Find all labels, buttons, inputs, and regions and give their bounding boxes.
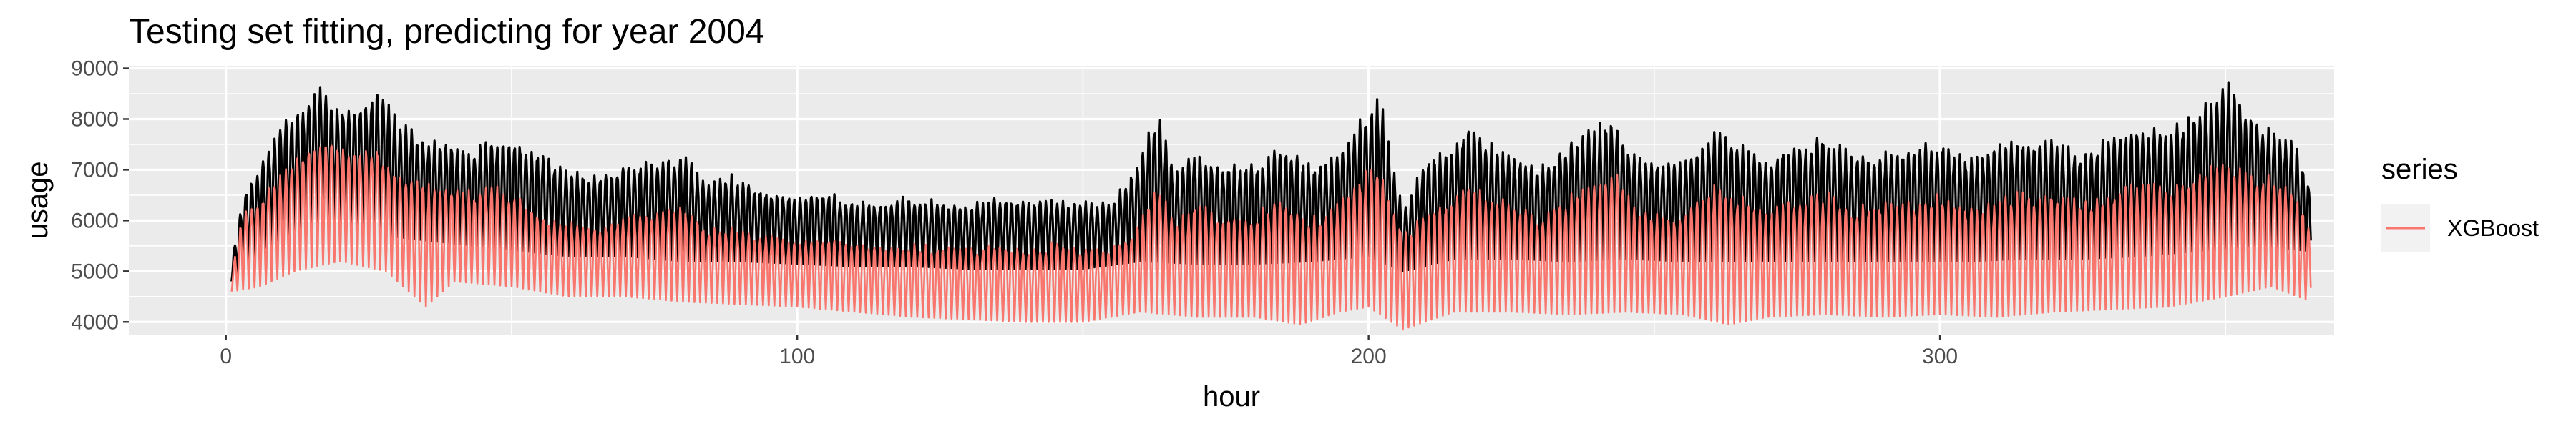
x-tick-label: 100 bbox=[779, 345, 815, 368]
x-tick-label: 300 bbox=[1922, 345, 1958, 368]
y-tick-label: 7000 bbox=[71, 158, 119, 182]
legend: series XGBoost bbox=[2381, 154, 2539, 252]
y-axis: 4000 5000 6000 7000 8000 9000 bbox=[71, 57, 129, 334]
y-tick-label: 5000 bbox=[71, 260, 119, 283]
y-axis-title: usage bbox=[22, 162, 54, 240]
x-axis: 0 100 200 300 bbox=[220, 335, 1958, 368]
y-tick-label: 4000 bbox=[71, 310, 119, 334]
series-line-actual bbox=[230, 81, 2312, 282]
y-tick-label: 9000 bbox=[71, 57, 119, 81]
x-tick-label: 0 bbox=[220, 345, 232, 368]
legend-entries: XGBoost bbox=[2381, 204, 2539, 252]
legend-entry-label: XGBoost bbox=[2447, 215, 2539, 241]
x-tick-label: 200 bbox=[1351, 345, 1387, 368]
y-tick-label: 8000 bbox=[71, 107, 119, 131]
series-layer bbox=[230, 81, 2312, 331]
series-line-xgboost bbox=[230, 144, 2312, 331]
legend-title: series bbox=[2381, 154, 2458, 185]
chart-title: Testing set fitting, predicting for year… bbox=[129, 13, 765, 51]
y-tick-label: 6000 bbox=[71, 209, 119, 232]
x-axis-title: hour bbox=[1203, 381, 1260, 413]
